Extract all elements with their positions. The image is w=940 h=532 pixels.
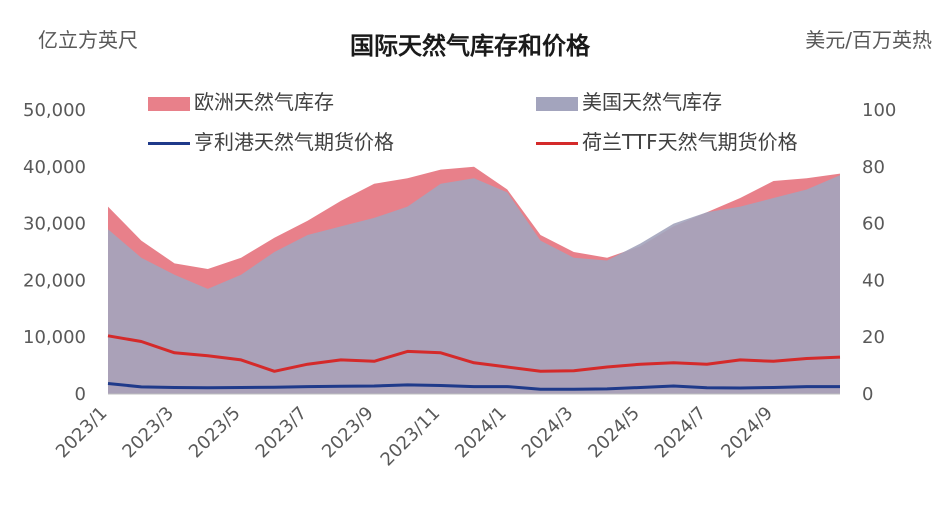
right-axis-unit: 美元/百万英热 bbox=[805, 28, 932, 52]
x-tick-label: 2024/5 bbox=[584, 403, 644, 463]
y-right-tick-label: 60 bbox=[862, 214, 885, 235]
legend-label-ttf: 荷兰TTF天然气期货价格 bbox=[582, 130, 798, 154]
y-right-tick-label: 0 bbox=[862, 384, 873, 405]
x-tick-label: 2024/3 bbox=[518, 403, 578, 463]
legend-swatch-us-storage bbox=[536, 96, 578, 111]
legend-item-henry-hub: 亨利港天然气期货价格 bbox=[148, 126, 394, 155]
x-tick-label: 2023/9 bbox=[318, 403, 378, 463]
line-henry-hub bbox=[107, 382, 840, 391]
legend-swatch-henry-hub bbox=[148, 142, 190, 145]
x-tick-label: 2023/3 bbox=[118, 403, 178, 463]
legend-item-eu-storage: 欧洲天然气库存 bbox=[148, 86, 334, 115]
legend-label-us-storage: 美国天然气库存 bbox=[582, 90, 722, 114]
y-left-tick-label: 40,000 bbox=[23, 157, 86, 178]
y-left-tick-label: 20,000 bbox=[23, 270, 86, 291]
x-tick-label: 2023/5 bbox=[185, 403, 245, 463]
x-tick-label: 2024/9 bbox=[717, 403, 777, 463]
x-tick-label: 2024/1 bbox=[451, 403, 511, 463]
legend-label-eu-storage: 欧洲天然气库存 bbox=[194, 90, 334, 114]
legend-label-henry-hub: 亨利港天然气期货价格 bbox=[194, 130, 394, 154]
left-axis-unit: 亿立方英尺 bbox=[38, 28, 138, 52]
y-left-tick-label: 10,000 bbox=[23, 327, 86, 348]
line-ttf bbox=[107, 334, 841, 373]
x-tick-label: 2023/7 bbox=[252, 403, 312, 463]
y-left-tick-label: 50,000 bbox=[23, 100, 86, 121]
legend-item-us-storage: 美国天然气库存 bbox=[536, 86, 722, 115]
x-tick-label: 2023/1 bbox=[52, 403, 112, 463]
legend-swatch-eu-storage bbox=[148, 96, 190, 111]
legend-swatch-ttf bbox=[536, 142, 578, 145]
legend-item-ttf: 荷兰TTF天然气期货价格 bbox=[536, 126, 798, 155]
chart-title: 国际天然气库存和价格 bbox=[350, 32, 590, 60]
y-right-tick-label: 20 bbox=[862, 327, 885, 348]
area-us-storage bbox=[108, 175, 840, 394]
x-tick-label: 2024/7 bbox=[651, 403, 711, 463]
y-right-tick-label: 100 bbox=[862, 100, 896, 121]
y-left-tick-label: 30,000 bbox=[23, 214, 86, 235]
y-left-tick-label: 0 bbox=[75, 384, 86, 405]
y-right-tick-label: 80 bbox=[862, 157, 885, 178]
x-tick-label: 2023/11 bbox=[377, 403, 445, 471]
y-right-tick-label: 40 bbox=[862, 270, 885, 291]
